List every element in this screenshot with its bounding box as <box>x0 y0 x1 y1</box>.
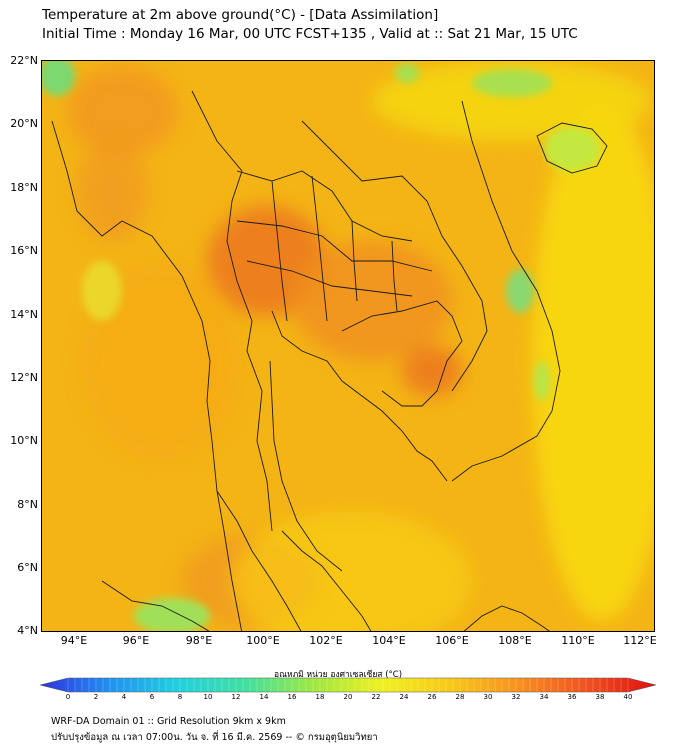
lon-label: 96°E <box>122 634 150 647</box>
lat-label: 8°N <box>17 498 38 511</box>
colorbar <box>40 677 656 693</box>
colorbar-tick-label: 16 <box>287 693 297 701</box>
colorbar-tick-label: 26 <box>427 693 437 701</box>
lon-label: 110°E <box>561 634 595 647</box>
temperature-map[interactable] <box>41 60 655 632</box>
colorbar-tick-label: 18 <box>315 693 325 701</box>
colorbar-tick-label: 0 <box>65 693 71 701</box>
colorbar-tick-label: 32 <box>511 693 521 701</box>
colorbar-tick-label: 20 <box>343 693 353 701</box>
colorbar-tick-label: 40 <box>623 693 633 701</box>
lat-label: 20°N <box>10 117 38 130</box>
colorbar-tick-label: 14 <box>259 693 269 701</box>
footer-domain-info: WRF-DA Domain 01 :: Grid Resolution 9km … <box>51 716 286 727</box>
temperature-shading <box>67 61 654 631</box>
colorbar-tick-label: 24 <box>399 693 409 701</box>
lat-label: 12°N <box>10 371 38 384</box>
colorbar-tick-label: 4 <box>121 693 127 701</box>
colorbar-title: อุณหภูมิ หน่วย องศาเซลเซียส (°C) <box>273 670 403 680</box>
lon-label: 98°E <box>185 634 213 647</box>
colorbar-tick-label: 28 <box>455 693 465 701</box>
lon-label: 100°E <box>246 634 280 647</box>
colorbar-tick-label: 8 <box>177 693 183 701</box>
colorbar-tick-label: 10 <box>203 693 213 701</box>
colorbar-tick-label: 34 <box>539 693 549 701</box>
lon-label: 94°E <box>60 634 88 647</box>
colorbar-tick-label: 38 <box>595 693 605 701</box>
country-borders <box>51 90 608 631</box>
lon-label: 108°E <box>498 634 532 647</box>
colorbar-tick-label: 2 <box>93 693 99 701</box>
colorbar-tick-label: 12 <box>231 693 241 701</box>
lat-label: 10°N <box>10 434 38 447</box>
lon-label: 106°E <box>435 634 469 647</box>
colorbar-tick-label: 30 <box>483 693 493 701</box>
footer-update-info: ปรับปรุงข้อมูล ณ เวลา 07:00น. วัน จ. ที่… <box>51 732 378 743</box>
lat-label: 22°N <box>10 54 38 67</box>
chart-title: Temperature at 2m above ground(°C) - [Da… <box>42 7 439 23</box>
chart-subtitle: Initial Time : Monday 16 Mar, 00 UTC FCS… <box>42 26 578 42</box>
lon-label: 104°E <box>372 634 406 647</box>
cool-patches <box>42 61 600 631</box>
lon-label: 112°E <box>623 634 657 647</box>
colorbar-tick-label: 6 <box>149 693 155 701</box>
lat-label: 4°N <box>17 624 38 637</box>
lat-label: 16°N <box>10 244 38 257</box>
colorbar-tick-label: 22 <box>371 693 381 701</box>
map-canvas <box>42 61 654 631</box>
lat-label: 18°N <box>10 181 38 194</box>
colorbar-tick-label: 36 <box>567 693 577 701</box>
lat-label: 6°N <box>17 561 38 574</box>
lon-label: 102°E <box>309 634 343 647</box>
lat-label: 14°N <box>10 308 38 321</box>
